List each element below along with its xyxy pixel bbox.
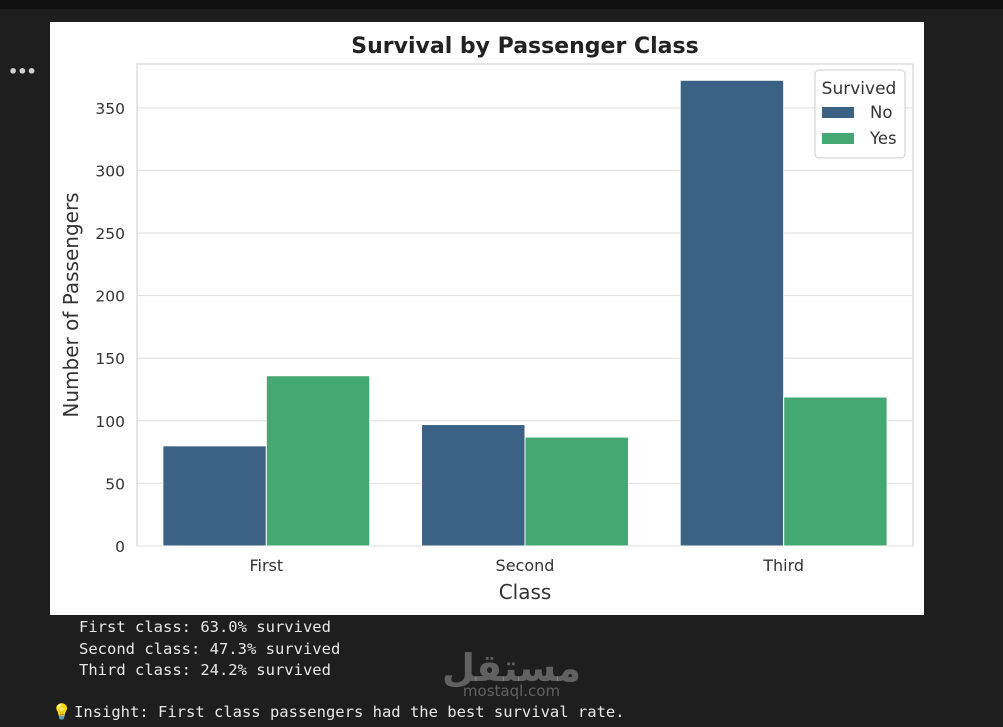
- insight-text: Insight: First class passengers had the …: [74, 703, 625, 721]
- legend-title: Survived: [822, 79, 897, 99]
- top-bar: [0, 0, 1003, 9]
- lightbulb-icon: 💡: [52, 703, 72, 721]
- x-tick-label: Second: [496, 556, 555, 575]
- bar-second-yes: [524, 436, 629, 547]
- chart-figure: Survival by Passenger Class 0 50 100 150 200…: [50, 22, 924, 615]
- more-options-icon[interactable]: •••: [8, 62, 37, 81]
- y-axis-label: Number of Passengers: [59, 192, 83, 417]
- output-line: First class: 63.0% survived: [79, 618, 331, 636]
- legend-swatch-yes: [822, 133, 854, 144]
- x-tick-label: First: [249, 556, 283, 575]
- y-tick-label: 200: [95, 288, 125, 306]
- y-tick-label: 0: [115, 538, 125, 556]
- x-tick-labels: First Second Third: [249, 556, 804, 575]
- bar-first-no: [162, 445, 267, 547]
- y-tick-label: 100: [95, 413, 125, 431]
- watermark-latin: mostaql.com: [462, 682, 561, 700]
- output-line: Second class: 47.3% survived: [79, 639, 341, 658]
- bar-third-no: [679, 79, 785, 547]
- x-axis-label: Class: [499, 580, 552, 604]
- legend: Survived No Yes: [814, 69, 906, 159]
- bar-second-no: [421, 424, 526, 547]
- bar-third-yes: [783, 396, 888, 547]
- watermark-logo: مستقل mostaql.com: [442, 646, 581, 700]
- bars: [162, 79, 888, 547]
- bar-chart: Survival by Passenger Class 0 50 100 150 200…: [59, 34, 914, 604]
- insight-line: 💡 Insight: First class passengers had the…: [52, 702, 625, 723]
- y-tick-label: 50: [105, 475, 125, 493]
- watermark-arabic: مستقل: [442, 646, 581, 690]
- y-tick-labels: 0 50 100 150 200 250 300 350: [95, 100, 125, 556]
- legend-label: Yes: [869, 129, 897, 148]
- y-tick-label: 300: [95, 162, 125, 180]
- chart-title: Survival by Passenger Class: [351, 34, 698, 59]
- bar-first-yes: [265, 375, 371, 547]
- y-tick-label: 150: [95, 350, 125, 368]
- legend-swatch-no: [822, 107, 854, 118]
- legend-label: No: [870, 103, 892, 122]
- x-tick-label: Third: [762, 556, 804, 575]
- y-tick-label: 250: [95, 225, 125, 243]
- cell-output: First class: 63.0% survived Second class:…: [79, 617, 340, 682]
- y-tick-label: 350: [95, 100, 125, 118]
- output-line: Third class: 24.2% survived: [79, 661, 331, 679]
